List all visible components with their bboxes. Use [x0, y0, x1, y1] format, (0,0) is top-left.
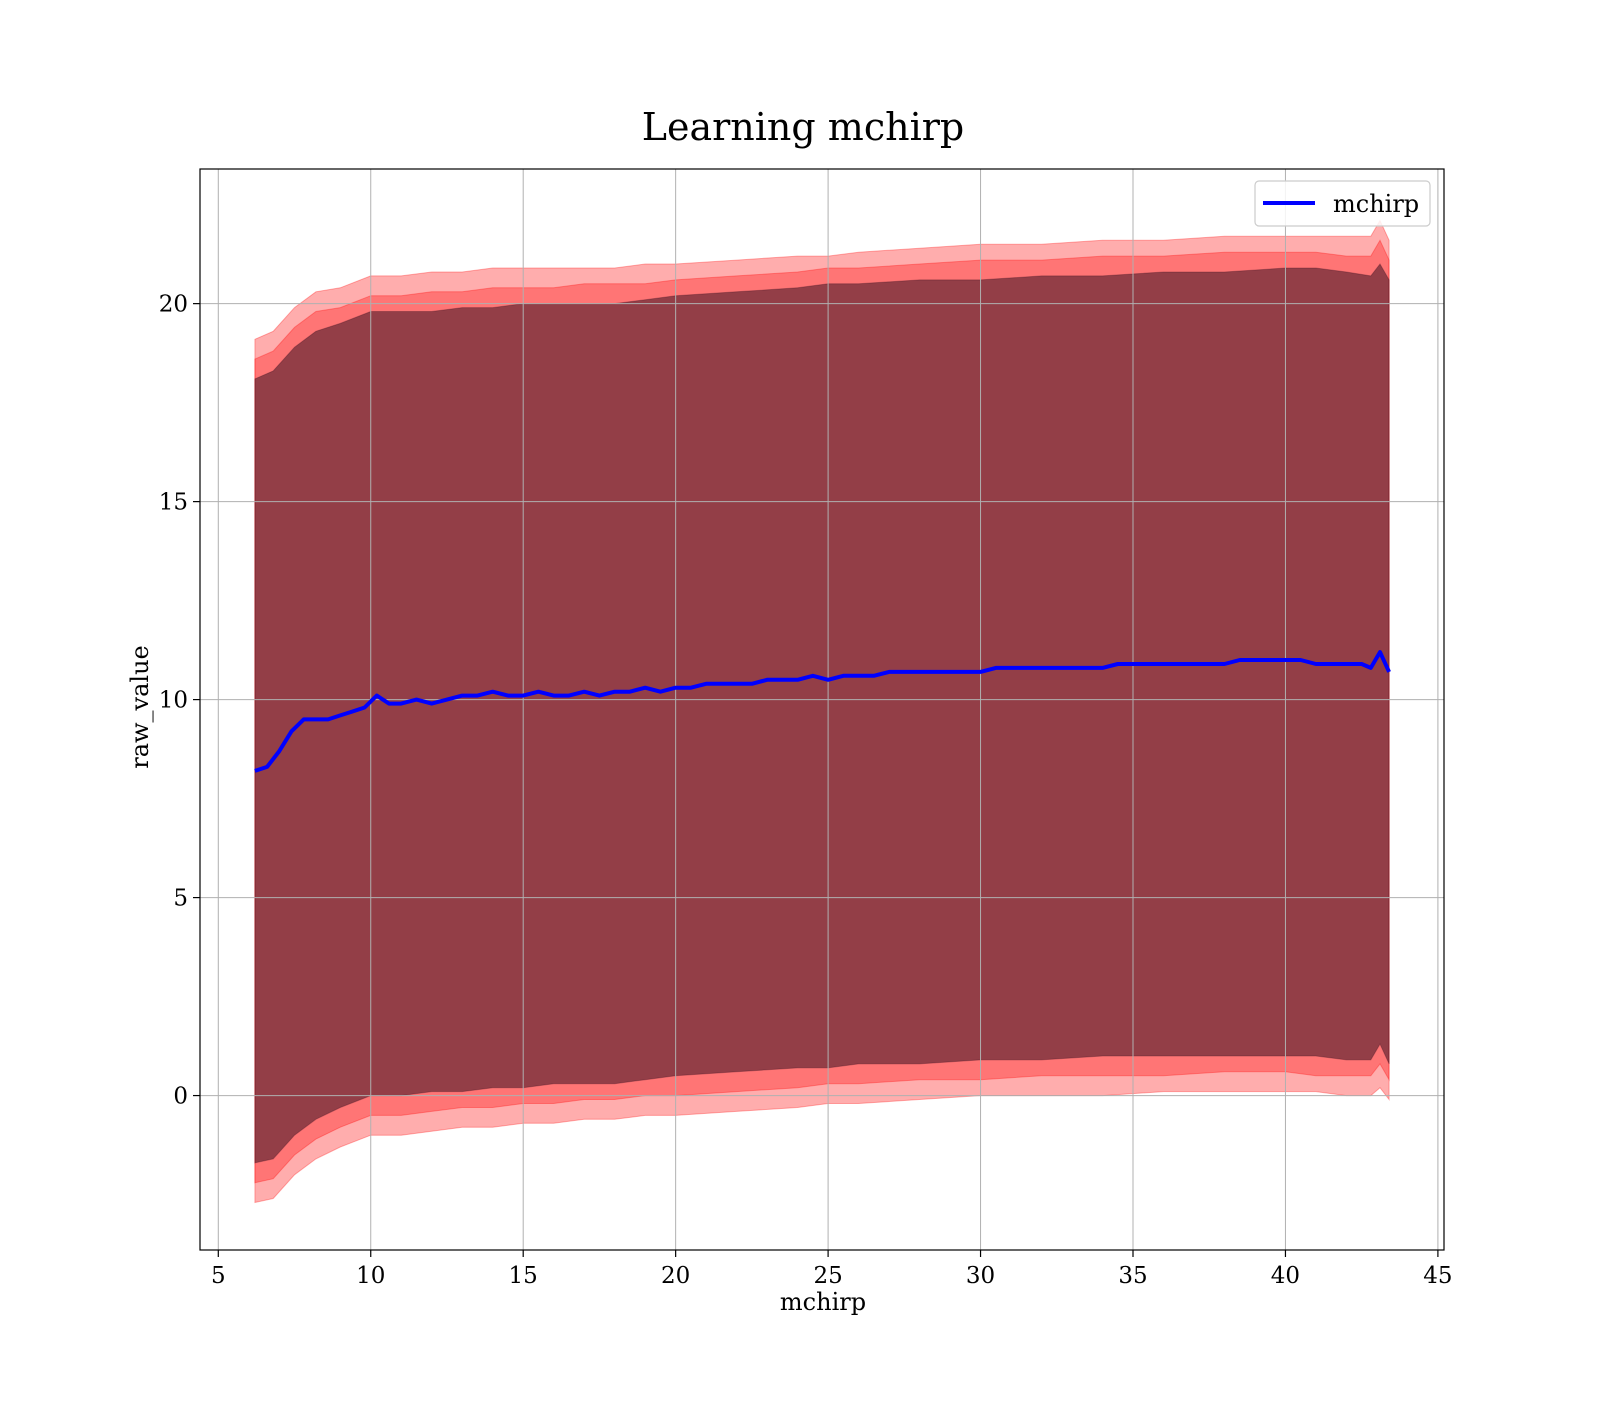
x-axis-label: mchirp: [780, 1288, 866, 1316]
band-inner: [254, 263, 1390, 1164]
legend-label: mchirp: [1333, 190, 1419, 218]
x-tick-label: 40: [1271, 1263, 1300, 1289]
x-tick-label: 15: [509, 1263, 538, 1289]
x-tick-label: 30: [966, 1263, 995, 1289]
y-tick-label: 20: [159, 292, 188, 318]
axes-frame: [199, 168, 1445, 1251]
y-tick-label: 5: [173, 886, 188, 912]
legend-frame: [1254, 180, 1431, 227]
y-tick-label: 0: [173, 1084, 188, 1110]
y-tick-label: 10: [159, 688, 188, 714]
legend: mchirp: [1254, 180, 1431, 227]
x-tick-label: 25: [813, 1263, 842, 1289]
confidence-bands: [254, 219, 1390, 1204]
series-line-mchirp: [254, 650, 1391, 773]
y-axis-label: raw_value: [126, 645, 154, 769]
x-tick-label: 5: [211, 1263, 226, 1289]
y-tick-label: 15: [159, 490, 188, 516]
x-tick-label: 10: [356, 1263, 385, 1289]
x-tick-label: 45: [1423, 1263, 1452, 1289]
chart-title: Learning mchirp: [642, 105, 964, 149]
x-tick-label: 35: [1118, 1263, 1147, 1289]
plot-area: 5 10 15 20 25 30 35 40 45 0 5 10 15 20: [159, 168, 1453, 1289]
x-tick-label: 20: [661, 1263, 690, 1289]
grid: [200, 169, 1444, 1250]
